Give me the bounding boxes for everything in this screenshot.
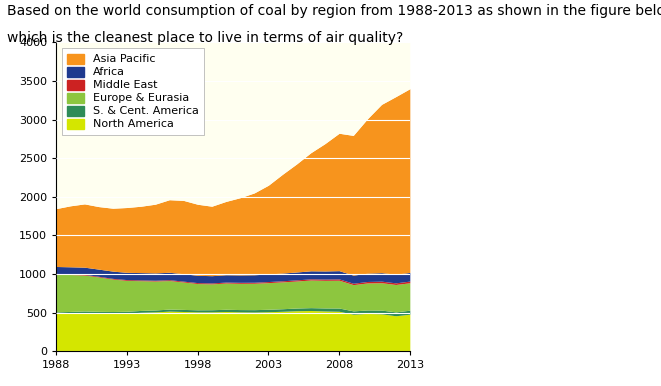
Text: Based on the world consumption of coal by region from 1988-2013 as shown in the : Based on the world consumption of coal b…: [7, 4, 661, 18]
Legend: Asia Pacific, Africa, Middle East, Europe & Eurasia, S. & Cent. America, North A: Asia Pacific, Africa, Middle East, Europ…: [61, 48, 204, 135]
Text: which is the cleanest place to live in terms of air quality?: which is the cleanest place to live in t…: [7, 31, 403, 45]
